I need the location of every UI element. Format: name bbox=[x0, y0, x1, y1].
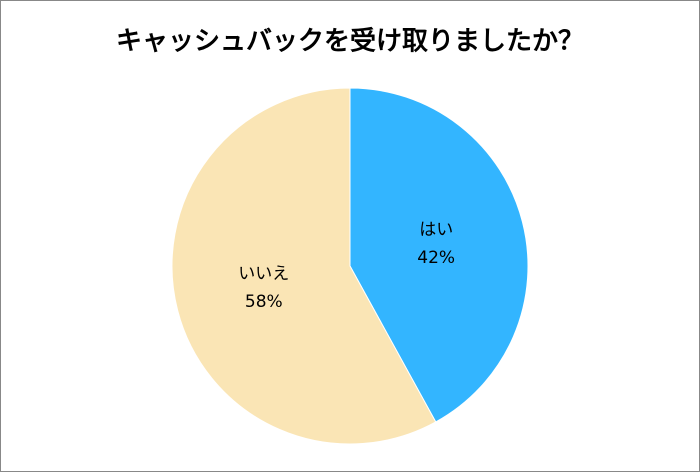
chart-title: キャッシュバックを受け取りましたか？ bbox=[116, 26, 584, 57]
slice-value-label: 42% bbox=[417, 248, 455, 268]
pie-slice bbox=[349, 87, 529, 423]
slice-category-label: いいえ bbox=[238, 264, 289, 284]
slice-category-label: はい bbox=[419, 220, 453, 240]
slice-value-label: 58% bbox=[245, 292, 283, 312]
pie-slice bbox=[171, 87, 437, 445]
